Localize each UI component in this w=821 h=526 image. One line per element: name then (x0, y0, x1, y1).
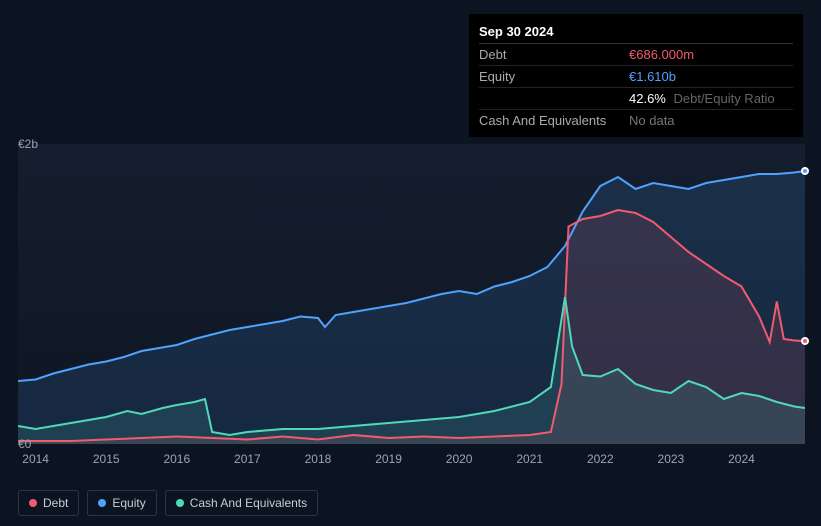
tooltip-label (479, 91, 629, 106)
legend-label: Debt (43, 496, 68, 510)
x-axis-label: 2024 (728, 452, 755, 466)
x-axis-label: 2016 (163, 452, 190, 466)
x-axis-label: 2019 (375, 452, 402, 466)
x-axis-label: 2014 (22, 452, 49, 466)
y-axis-label: €2b (18, 137, 22, 151)
legend-dot-icon (29, 499, 37, 507)
y-axis-label: €0 (18, 437, 22, 451)
tooltip-label: Debt (479, 47, 629, 62)
x-axis-label: 2021 (516, 452, 543, 466)
legend-item-debt[interactable]: Debt (18, 490, 79, 516)
legend-dot-icon (98, 499, 106, 507)
chart-svg (18, 144, 805, 444)
legend-item-cash-and-equivalents[interactable]: Cash And Equivalents (165, 490, 318, 516)
chart-tooltip: Sep 30 2024 Debt€686.000mEquity€1.610b42… (469, 14, 803, 137)
tooltip-value: €1.610b (629, 69, 793, 84)
legend-item-equity[interactable]: Equity (87, 490, 156, 516)
tooltip-value: 42.6% Debt/Equity Ratio (629, 91, 793, 106)
legend: Debt Equity Cash And Equivalents (18, 490, 318, 516)
legend-dot-icon (176, 499, 184, 507)
x-axis-label: 2017 (234, 452, 261, 466)
tooltip-rows: Debt€686.000mEquity€1.610b42.6% Debt/Equ… (479, 44, 793, 131)
x-axis-label: 2023 (658, 452, 685, 466)
legend-label: Equity (112, 496, 145, 510)
tooltip-date: Sep 30 2024 (479, 20, 793, 44)
plot-area[interactable] (18, 144, 805, 444)
tooltip-row: Debt€686.000m (479, 44, 793, 66)
tooltip-row: 42.6% Debt/Equity Ratio (479, 88, 793, 110)
x-axis-label: 2015 (93, 452, 120, 466)
marker-equity (801, 167, 809, 175)
x-axis-label: 2020 (446, 452, 473, 466)
tooltip-value: €686.000m (629, 47, 793, 62)
tooltip-label: Equity (479, 69, 629, 84)
tooltip-row: Equity€1.610b (479, 66, 793, 88)
x-axis-label: 2018 (305, 452, 332, 466)
x-axis-label: 2022 (587, 452, 614, 466)
legend-label: Cash And Equivalents (190, 496, 307, 510)
tooltip-extra: Debt/Equity Ratio (670, 91, 775, 106)
marker-debt (801, 337, 809, 345)
debt-equity-chart[interactable]: 2014201520162017201820192020202120222023… (18, 120, 805, 460)
